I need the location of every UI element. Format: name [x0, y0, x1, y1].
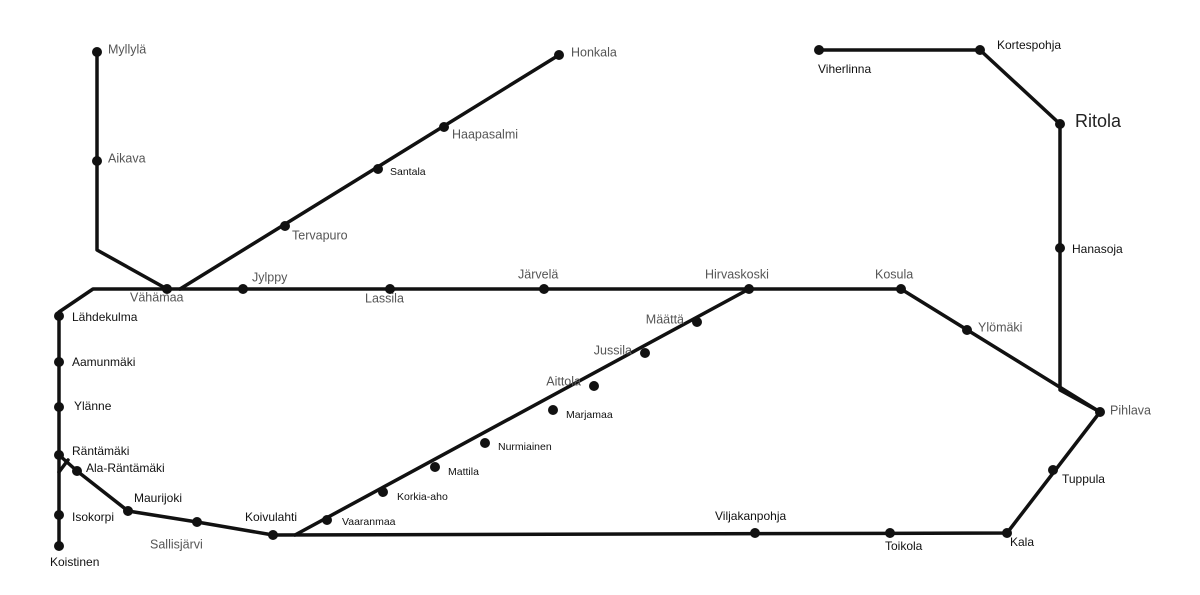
station-dot: [539, 284, 549, 294]
station-label: Ylömäki: [978, 320, 1022, 334]
station-dot: [814, 45, 824, 55]
station-label: Lassila: [365, 291, 404, 305]
station-dot: [975, 45, 985, 55]
station-dot: [1048, 465, 1058, 475]
station-label: Honkala: [571, 45, 617, 59]
track: [271, 410, 1102, 537]
station-dot: [1095, 407, 1105, 417]
station-dot: [378, 487, 388, 497]
station-label: Nurmiainen: [498, 441, 552, 453]
station-label: Pihlava: [1110, 403, 1151, 417]
station-dot: [554, 50, 564, 60]
station-dot: [123, 506, 133, 516]
station-label: Vaaranmaa: [342, 516, 396, 528]
station-label: Jussila: [594, 343, 632, 357]
station-label: Vähämaa: [130, 290, 184, 304]
station-dot: [750, 528, 760, 538]
tracks: [57, 48, 1102, 548]
station-label: Isokorpi: [72, 510, 114, 524]
station-dot: [373, 164, 383, 174]
station-dot: [962, 325, 972, 335]
station-label: Järvelä: [518, 267, 558, 281]
station-dot: [896, 284, 906, 294]
station-label: Viljakanpohja: [715, 509, 786, 523]
station-label: Tervapuro: [292, 228, 348, 242]
station-dot: [1002, 528, 1012, 538]
station-dot: [744, 284, 754, 294]
station-label: Mattila: [448, 466, 479, 478]
station-dot: [1055, 119, 1065, 129]
station-dot: [54, 402, 64, 412]
station-dot: [430, 462, 440, 472]
station-label: Aikava: [108, 151, 146, 165]
station-dot: [54, 541, 64, 551]
station-label: Haapasalmi: [452, 127, 518, 141]
station-dot: [548, 405, 558, 415]
station-dot: [692, 317, 702, 327]
station-label: Marjamaa: [566, 409, 613, 421]
station-label: Kosula: [875, 267, 913, 281]
station-label: Santala: [390, 166, 426, 178]
track: [178, 53, 561, 291]
station-label: Jylppy: [252, 270, 288, 284]
station-label: Toikola: [885, 539, 923, 553]
track: [95, 50, 169, 291]
stations: Myllylä Aikava Vähämaa Honkala Haapasalmi San…: [50, 38, 1151, 569]
station-label: Ritola: [1075, 111, 1122, 131]
station-label: Ylänne: [74, 399, 112, 413]
station-label: Viherlinna: [818, 62, 871, 76]
station-label: Korkia-aho: [397, 491, 448, 503]
station-dot: [54, 357, 64, 367]
station-dot: [640, 348, 650, 358]
station-label: Koistinen: [50, 555, 99, 569]
station-dot: [238, 284, 248, 294]
station-dot: [162, 284, 172, 294]
station-dot: [268, 530, 278, 540]
station-label: Räntämäki: [72, 444, 129, 458]
station-label: Lähdekulma: [72, 310, 138, 324]
station-dot: [885, 528, 895, 538]
station-label: Ala-Räntämäki: [86, 461, 165, 475]
station-label: Kala: [1010, 535, 1034, 549]
station-label: Hirvaskoski: [705, 267, 769, 281]
station-dot: [439, 122, 449, 132]
station-dot: [192, 517, 202, 527]
station-label: Aamunmäki: [72, 355, 135, 369]
station-label: Sallisjärvi: [150, 537, 203, 551]
station-label: Tuppula: [1062, 472, 1105, 486]
station-label: Hanasoja: [1072, 242, 1123, 256]
station-label: Maurijoki: [134, 491, 182, 505]
station-dot: [322, 515, 332, 525]
track: [57, 458, 70, 474]
station-dot: [385, 284, 395, 294]
station-dot: [1055, 243, 1065, 253]
station-dot: [54, 450, 64, 460]
track: [293, 287, 751, 537]
station-dot: [589, 381, 599, 391]
station-label: Kortespohja: [997, 38, 1061, 52]
station-label: Koivulahti: [245, 510, 297, 524]
station-dot: [54, 311, 64, 321]
station-dot: [72, 466, 82, 476]
station-label: Määttä: [646, 312, 684, 326]
station-dot: [480, 438, 490, 448]
track: [817, 48, 1102, 414]
station-dot: [92, 156, 102, 166]
station-label: Aittola: [546, 374, 581, 388]
station-dot: [92, 47, 102, 57]
station-label: Myllylä: [108, 42, 146, 56]
station-dot: [280, 221, 290, 231]
station-dot: [54, 510, 64, 520]
